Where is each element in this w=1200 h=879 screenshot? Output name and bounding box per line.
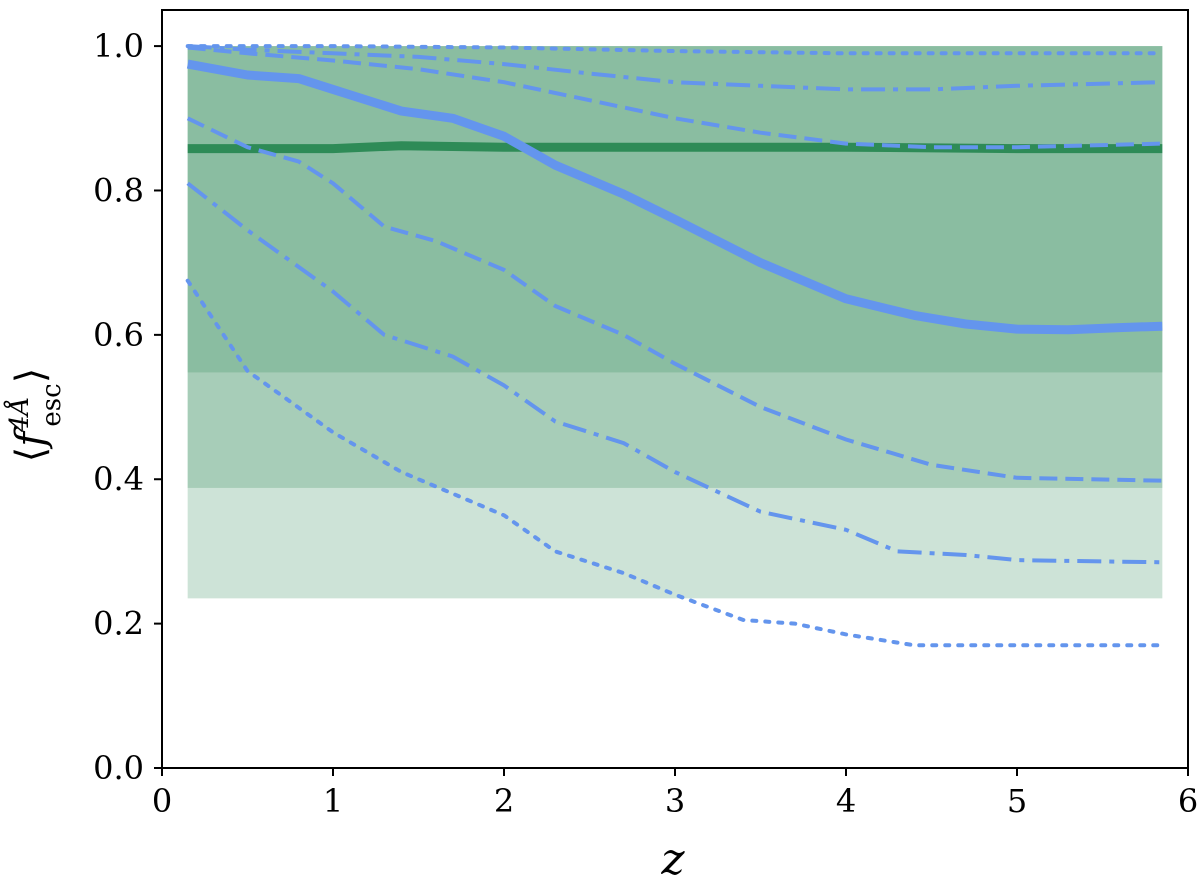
axis-ticks: 0 1 2 3 4 5 6 0.0 0.2 0.4 0.6 0.8 1.0 — [93, 27, 1198, 820]
y-label-close: ⟩ — [8, 368, 54, 384]
band-2 — [187, 46, 1163, 373]
series-lines — [185, 44, 1165, 648]
x-axis-label-text: z — [660, 834, 685, 879]
band-0 — [187, 46, 1163, 599]
y-label-open: ⟨ — [8, 447, 54, 463]
x-tick-label-0: 0 — [152, 782, 172, 820]
y-axis-label-text: ⟨f4Åesc⟩ — [3, 368, 67, 463]
x-tick-label-2: 2 — [494, 782, 514, 820]
x-tick-label-5: 5 — [1007, 782, 1027, 820]
x-axis-label: z — [660, 834, 685, 879]
x-tick-label-6: 6 — [1178, 782, 1198, 820]
band-1 — [187, 46, 1163, 488]
x-tick-label-4: 4 — [836, 782, 856, 820]
y-tick-label-0: 0.0 — [93, 749, 144, 787]
confidence-bands — [187, 46, 1163, 599]
series-line-1-solid — [186, 59, 1163, 335]
y-axis-label: ⟨f4Åesc⟩ — [3, 368, 67, 463]
x-tick-label-1: 1 — [323, 782, 343, 820]
y-tick-label-5: 1.0 — [93, 27, 144, 65]
y-label-sub: esc — [37, 383, 67, 426]
x-tick-label-3: 3 — [665, 782, 685, 820]
y-tick-label-2: 0.4 — [93, 460, 144, 498]
series-line-7-dotted — [185, 278, 1165, 648]
series-line-5-dashdot — [186, 181, 1163, 565]
y-label-sup: 4Å — [3, 397, 35, 433]
series-line-3-dashed — [186, 116, 1163, 483]
y-tick-label-3: 0.6 — [93, 316, 144, 354]
series-line-6-dotted — [185, 44, 1165, 56]
y-tick-label-1: 0.2 — [93, 605, 144, 643]
series-line-2-dashed — [187, 45, 1163, 150]
y-tick-label-4: 0.8 — [93, 171, 144, 209]
